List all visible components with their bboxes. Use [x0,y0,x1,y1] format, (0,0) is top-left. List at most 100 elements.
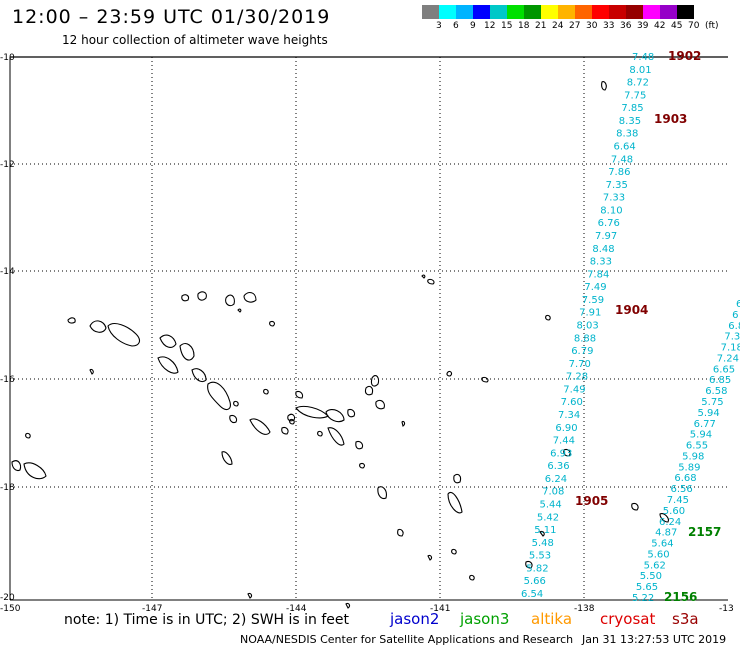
color-scale-label: (ft) [705,21,719,31]
island-outline [67,317,76,324]
island-outline [397,528,404,537]
island-outline [249,418,271,435]
island-outline [233,400,239,407]
map-title: 12:00 – 23:59 UTC 01/30/2019 [12,6,331,28]
island-outline [370,375,380,387]
wave-height-label: 5.53 [529,551,551,562]
wave-height-label: 6.76 [598,218,620,229]
color-scale-label: 15 [501,21,513,31]
wave-height-label: 5.82 [526,563,548,574]
wave-height-label: 5.94 [690,430,712,441]
island-outline [191,368,207,383]
island-outline [89,368,94,375]
island-outline [197,291,207,301]
wave-height-label: 8.03 [577,321,599,332]
island-outline [229,414,238,424]
wave-height-label: 7.3 [724,332,740,343]
island-outline [225,294,235,307]
island-outline [453,473,462,484]
island-outline [281,426,289,435]
wave-height-label: 5.50 [640,571,662,582]
island-outline [347,408,356,418]
island-outline [269,320,275,327]
island-outline [295,405,329,419]
color-swatch [524,5,541,19]
wave-height-label: 6.24 [659,517,681,528]
color-scale-labels: 3 6 9 12 15 18 21 24 27 30 33 36 39 42 45 70 (ft) [0,21,740,35]
color-scale-label: 12 [484,21,496,31]
color-swatch [473,5,490,19]
island-outline [563,448,571,457]
island-outline [525,560,533,569]
color-swatch [456,5,473,19]
color-scale-label: 45 [671,21,683,31]
wave-height-label: 7.08 [542,487,564,498]
island-outline [659,513,669,523]
wave-height-label: 5.64 [651,539,673,550]
wave-height-label: 7.86 [608,167,630,178]
satellite-name: altika [531,610,573,628]
wave-height-label: 7.34 [558,410,580,421]
time-label: 1904 [615,303,648,317]
wave-height-label: 6.79 [571,346,593,357]
island-outline [375,399,385,410]
island-outline [631,502,639,511]
wave-height-label: 6.65 [713,364,735,375]
wave-height-label: 5.11 [534,525,556,536]
lon-label: -150 [0,604,21,614]
wave-height-label: 4.87 [655,528,677,539]
wave-height-label: 5.48 [532,538,554,549]
wave-height-label: 8.35 [619,116,641,127]
island-outline [447,492,463,514]
island-outline [451,548,457,555]
wave-height-label: 6.54 [521,589,543,600]
generated-timestamp: Jan 31 13:27:53 UTC 2019 [582,633,727,646]
island-outline [237,308,242,313]
color-swatch [626,5,643,19]
map-subtitle: 12 hour collection of altimeter wave hei… [62,33,328,47]
graticule [10,57,728,600]
island-outline [481,376,489,383]
wave-height-label: 6.93 [550,448,572,459]
island-outline [243,291,257,303]
time-labels: 1902 1903 1904 1905 2157 2156 [575,49,721,604]
footer-note: note: 1) Time is in UTC; 2) SWH is in fe… [64,612,350,628]
island-outline [421,274,426,279]
altimeter-track-2: 666.87.37.187.246.656.856.585.755.946.77… [632,299,740,604]
island-outline [545,314,551,321]
longitude-labels: -150 -147 -144 -141 -138 -13 [0,604,734,614]
color-swatch [422,5,439,19]
color-scale-bar [422,5,694,19]
altimeter-track-1: 7.488.018.727.757.858.358.386.647.487.86… [521,52,654,600]
wave-height-label: 5.65 [636,582,658,593]
lon-label: -13 [719,604,734,614]
wave-height-label: 7.91 [579,308,601,319]
lon-label: -147 [142,604,162,614]
island-outline [377,486,387,500]
wave-height-label: 6.77 [694,419,716,430]
island-outline [359,462,365,469]
color-swatch [643,5,660,19]
lon-label: -138 [574,604,595,614]
island-outline [207,381,231,411]
island-outline [539,530,545,537]
island-outline [446,370,453,377]
color-swatch [490,5,507,19]
island-outline [345,602,351,609]
lat-label: -18 [0,483,15,493]
wave-height-label: 8.48 [592,244,614,255]
wave-height-label: 6.58 [705,386,727,397]
color-swatch [575,5,592,19]
time-label: 1905 [575,494,608,508]
color-scale-label: 3 [436,21,442,31]
color-scale-label: 24 [552,21,564,31]
wave-height-label: 8.10 [600,205,622,216]
wave-height-label: 7.97 [595,231,617,242]
wave-height-label: 7.75 [624,90,646,101]
wave-height-label: 5.66 [524,576,546,587]
time-label: 1902 [668,49,701,63]
satellite-name: jason2 [390,610,440,628]
lon-label: -144 [286,604,307,614]
color-scale-label: 6 [453,21,459,31]
color-swatch [609,5,626,19]
